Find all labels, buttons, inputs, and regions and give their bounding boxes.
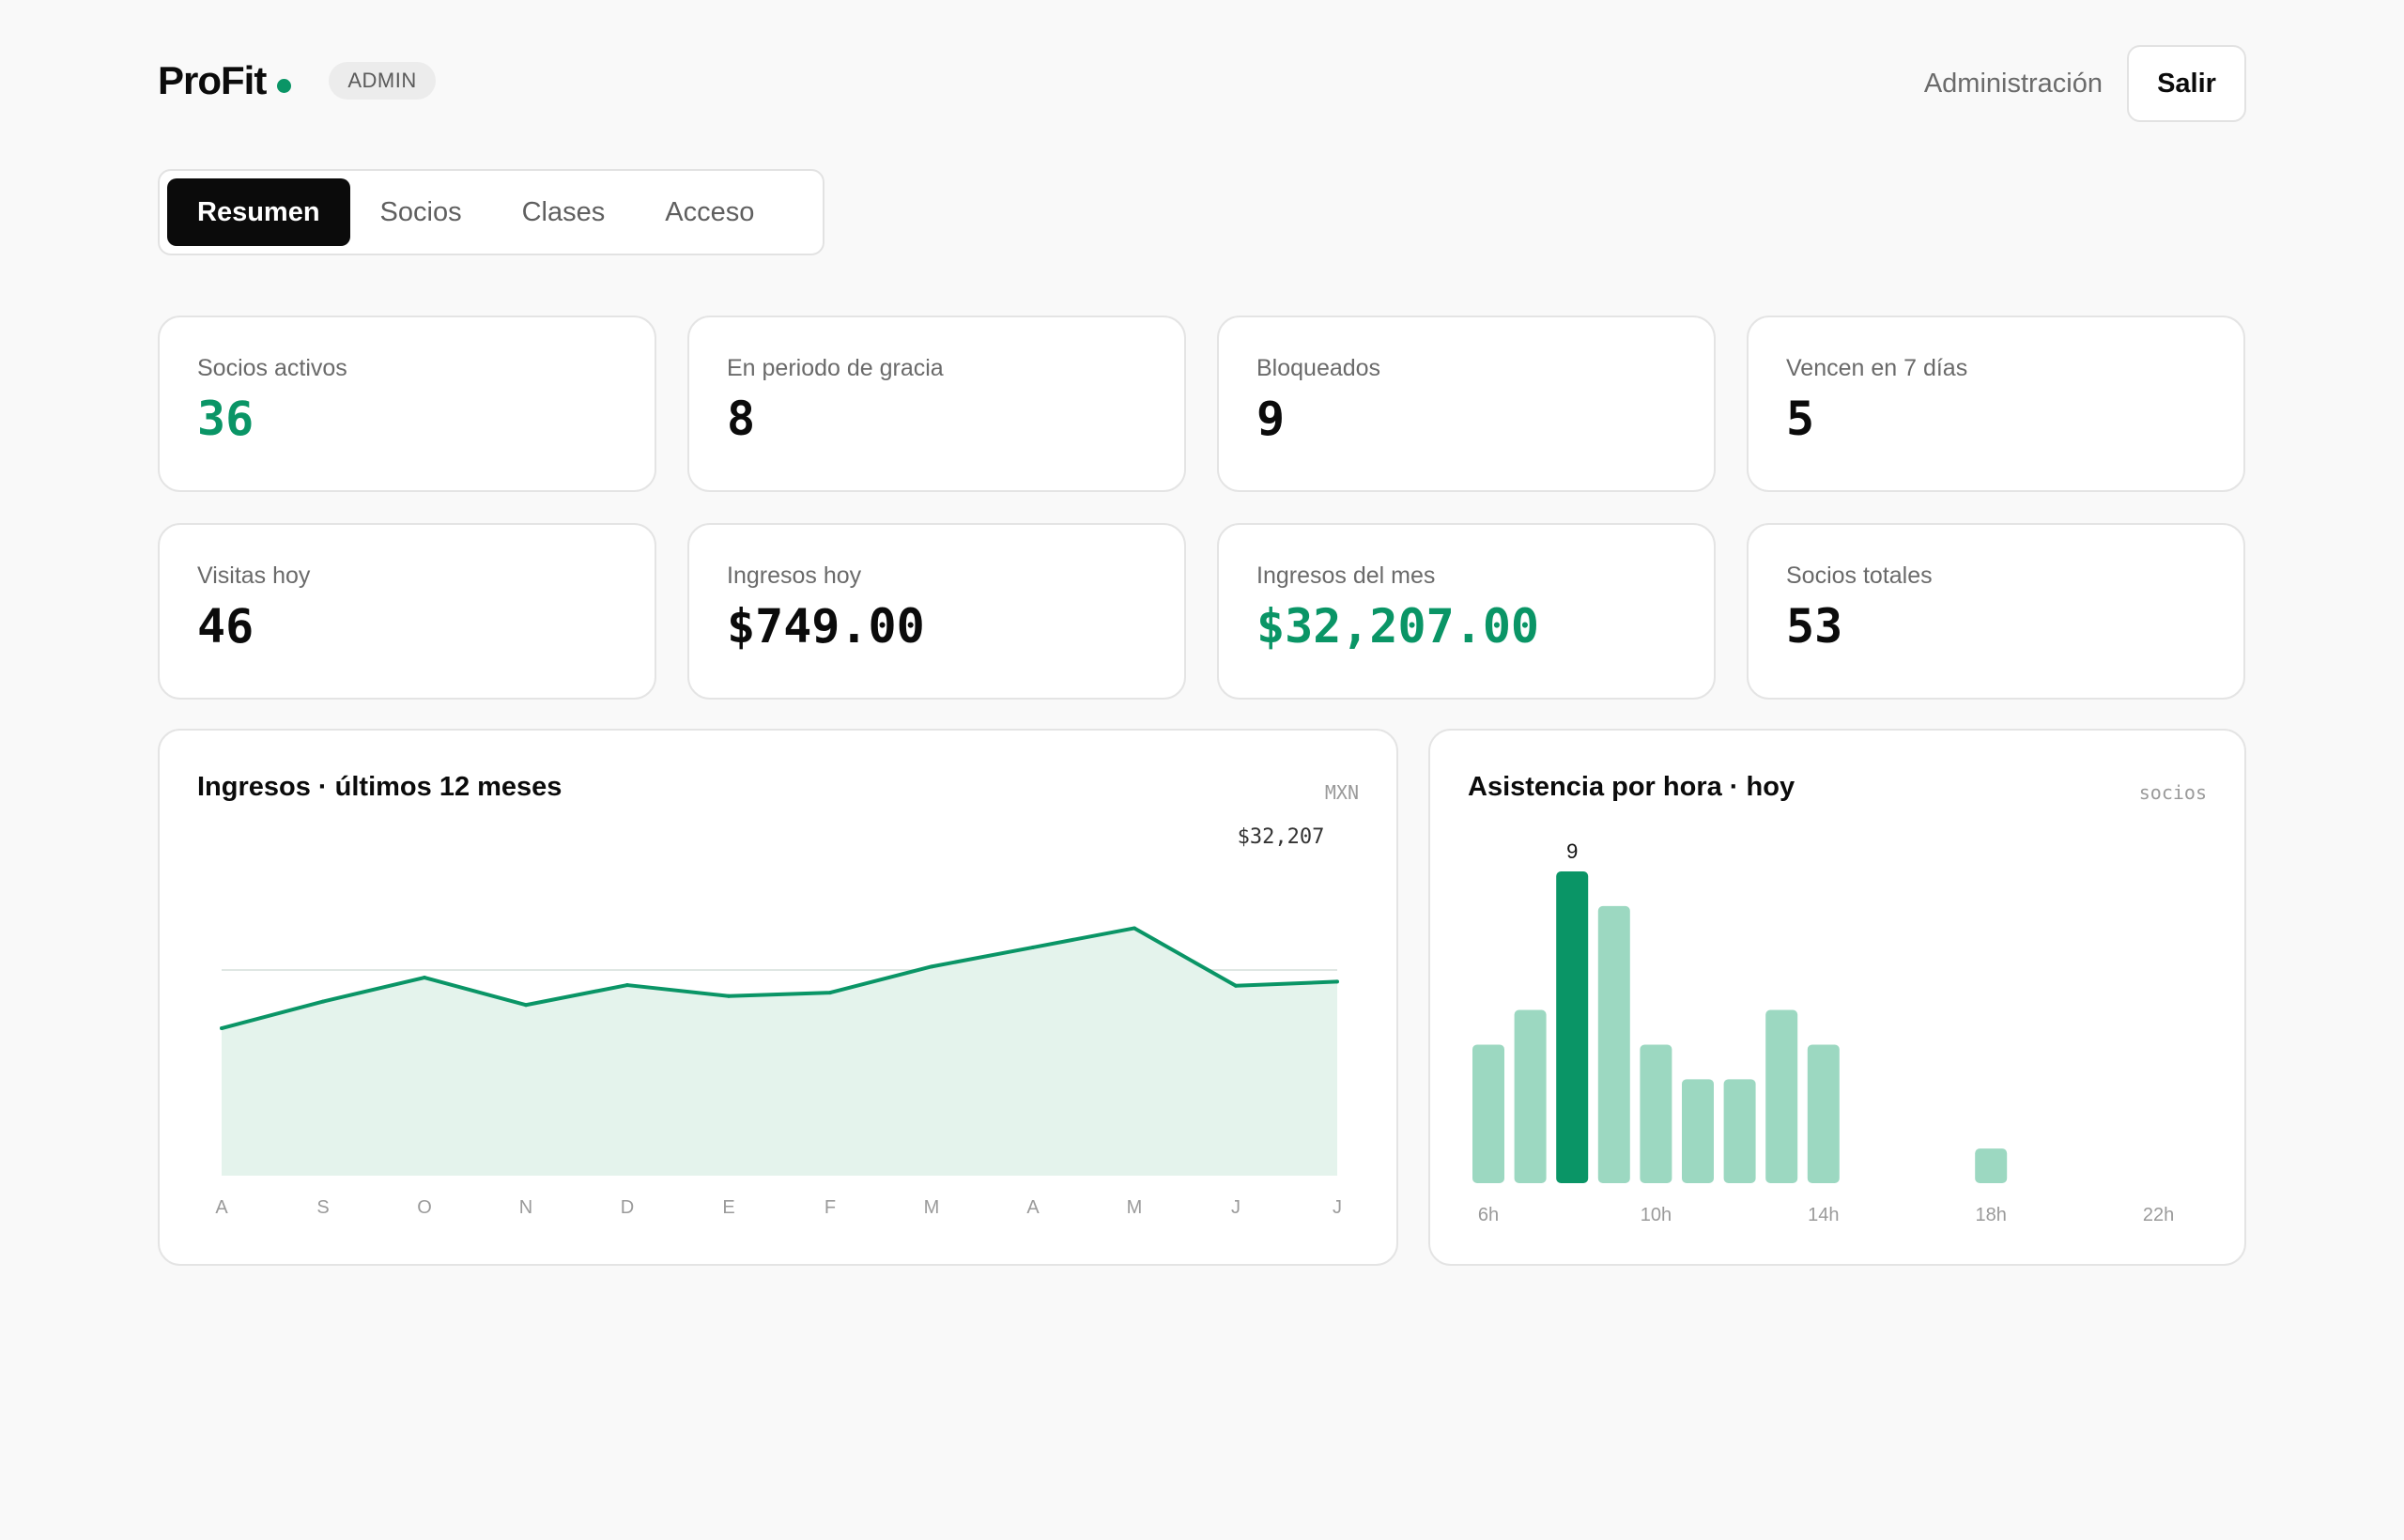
stat-card-vencen: Vencen en 7 días 5 xyxy=(1747,316,2245,492)
stat-label: Bloqueados xyxy=(1256,355,1381,381)
attendance-bar-10h xyxy=(1640,1044,1672,1183)
x-tick-label: 18h xyxy=(1976,1205,2007,1225)
x-tick-label: N xyxy=(519,1197,532,1218)
stat-value: 9 xyxy=(1256,392,1286,446)
logout-button[interactable]: Salir xyxy=(2127,45,2246,122)
x-tick-label: 14h xyxy=(1808,1205,1839,1225)
chart-title: Ingresos · últimos 12 meses xyxy=(197,772,562,802)
stat-card-socios-totales: Socios totales 53 xyxy=(1747,523,2245,700)
bar-value-label: 9 xyxy=(1566,839,1578,863)
stat-label: Ingresos del mes xyxy=(1256,562,1436,589)
stats-grid: Socios activos 36 En periodo de gracia 8… xyxy=(158,316,2246,700)
stat-label: Socios activos xyxy=(197,355,347,381)
stat-value: 8 xyxy=(727,392,756,446)
attendance-bar-7h xyxy=(1514,1009,1547,1183)
x-tick-label: J xyxy=(1231,1197,1241,1218)
chart-unit: socios xyxy=(2138,781,2207,804)
revenue-point-7 xyxy=(930,964,933,969)
admin-link[interactable]: Administración xyxy=(1923,68,2103,99)
tab-socios[interactable]: Socios xyxy=(379,196,462,227)
brand: ProFit ADMIN xyxy=(158,58,436,103)
stat-label: En periodo de gracia xyxy=(727,355,944,381)
attendance-bar-12h xyxy=(1723,1079,1756,1183)
revenue-point-10 xyxy=(1234,983,1238,988)
stat-card-periodo-gracia: En periodo de gracia 8 xyxy=(687,316,1186,492)
revenue-point-9 xyxy=(1133,926,1136,931)
revenue-point-5 xyxy=(727,993,731,998)
attendance-bar-13h xyxy=(1765,1009,1798,1183)
x-tick-label: 10h xyxy=(1641,1205,1672,1225)
stat-value: 53 xyxy=(1786,599,1843,654)
revenue-line xyxy=(221,926,1338,1030)
x-tick-label: J xyxy=(1333,1197,1342,1218)
revenue-point-11 xyxy=(1335,979,1339,984)
revenue-point-6 xyxy=(828,991,832,995)
stat-card-bloqueados: Bloqueados 9 xyxy=(1217,316,1716,492)
chart-title: Asistencia por hora · hoy xyxy=(1468,772,1795,802)
main-tabs: Resumen Socios Clases Acceso xyxy=(158,169,824,255)
stat-card-socios-activos: Socios activos 36 xyxy=(158,316,656,492)
attendance-bar-8h xyxy=(1556,871,1589,1183)
tab-resumen[interactable]: Resumen xyxy=(167,178,350,246)
header-actions: Administración Salir xyxy=(1924,45,2246,122)
stat-label: Ingresos hoy xyxy=(727,562,862,589)
attendance-bar-6h xyxy=(1472,1044,1504,1183)
stat-value: 46 xyxy=(197,599,254,654)
attendance-bar-14h xyxy=(1807,1044,1840,1183)
tab-clases[interactable]: Clases xyxy=(521,196,606,227)
x-tick-label: E xyxy=(722,1197,734,1218)
revenue-point-1 xyxy=(321,999,325,1004)
x-tick-label: M xyxy=(1127,1197,1143,1218)
stat-label: Visitas hoy xyxy=(197,562,311,589)
revenue-area-chart: A S O N D E F M A M J J $32,207 xyxy=(215,825,1342,1218)
chart-unit: MXN xyxy=(1324,781,1359,804)
x-tick-label: 22h xyxy=(2143,1205,2174,1225)
x-tick-label: A xyxy=(215,1197,228,1218)
stat-label: Socios totales xyxy=(1786,562,1933,589)
tab-acceso[interactable]: Acceso xyxy=(665,196,755,227)
revenue-point-2 xyxy=(423,976,426,980)
status-dot-icon xyxy=(277,78,292,93)
brand-logo[interactable]: ProFit xyxy=(158,58,267,102)
revenue-point-8 xyxy=(1031,945,1035,949)
x-tick-label: O xyxy=(417,1197,432,1218)
attendance-bar-9h xyxy=(1597,905,1630,1183)
attendance-bar-18h xyxy=(1975,1148,2008,1183)
attendance-chart-panel: Asistencia por hora · hoy socios 9 6h 10h 1… xyxy=(1428,729,2246,1266)
revenue-point-4 xyxy=(625,983,629,988)
revenue-point-0 xyxy=(220,1026,223,1031)
attendance-bar-11h xyxy=(1682,1079,1714,1183)
x-tick-label: M xyxy=(924,1197,940,1218)
stat-value: 5 xyxy=(1786,392,1815,446)
stat-value: $32,207.00 xyxy=(1256,599,1540,654)
revenue-chart-panel: Ingresos · últimos 12 meses MXN A S O N D E F M… xyxy=(158,729,1398,1266)
stat-value: $749.00 xyxy=(727,599,925,654)
attendance-bar-chart: 9 6h 10h 14h 18h 22h xyxy=(1472,839,2174,1225)
stat-card-ingresos-mes: Ingresos del mes $32,207.00 xyxy=(1217,523,1716,700)
x-tick-label: S xyxy=(316,1197,329,1218)
stat-label: Vencen en 7 días xyxy=(1786,355,1968,381)
peak-value-label: $32,207 xyxy=(1238,825,1325,849)
x-tick-label: D xyxy=(621,1197,634,1218)
revenue-point-3 xyxy=(524,1003,528,1008)
stat-value: 36 xyxy=(197,392,254,446)
role-badge: ADMIN xyxy=(329,62,436,100)
stat-card-ingresos-hoy: Ingresos hoy $749.00 xyxy=(687,523,1186,700)
x-tick-label: 6h xyxy=(1478,1205,1499,1225)
x-tick-label: F xyxy=(824,1197,836,1218)
x-tick-label: A xyxy=(1026,1197,1040,1218)
stat-card-visitas-hoy: Visitas hoy 46 xyxy=(158,523,656,700)
revenue-area xyxy=(222,928,1337,1176)
